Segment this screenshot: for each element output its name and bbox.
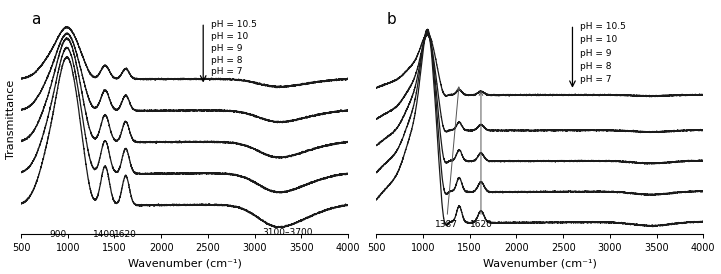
Text: 1620: 1620 — [469, 92, 492, 229]
Text: 1620: 1620 — [114, 230, 137, 239]
Text: a: a — [31, 12, 40, 27]
Text: pH = 8: pH = 8 — [211, 56, 242, 65]
Text: 1400: 1400 — [93, 230, 115, 239]
Text: pH = 9: pH = 9 — [580, 48, 611, 58]
Y-axis label: Transmittance: Transmittance — [6, 80, 16, 159]
Text: 1387: 1387 — [435, 87, 460, 229]
Text: pH = 9: pH = 9 — [211, 44, 242, 53]
Text: pH = 8: pH = 8 — [580, 62, 611, 71]
X-axis label: Wavenumber (cm⁻¹): Wavenumber (cm⁻¹) — [483, 258, 597, 269]
Text: pH = 10.5: pH = 10.5 — [211, 20, 257, 29]
Text: pH = 10.5: pH = 10.5 — [580, 22, 626, 31]
Text: 900: 900 — [50, 230, 67, 239]
Text: pH = 7: pH = 7 — [211, 67, 242, 76]
Text: 3100–3700: 3100–3700 — [262, 227, 312, 236]
X-axis label: Wavenumber (cm⁻¹): Wavenumber (cm⁻¹) — [128, 258, 242, 269]
Text: b: b — [386, 12, 396, 27]
Text: pH = 10: pH = 10 — [211, 32, 248, 41]
Text: pH = 7: pH = 7 — [580, 75, 611, 84]
Text: pH = 10: pH = 10 — [580, 35, 617, 44]
